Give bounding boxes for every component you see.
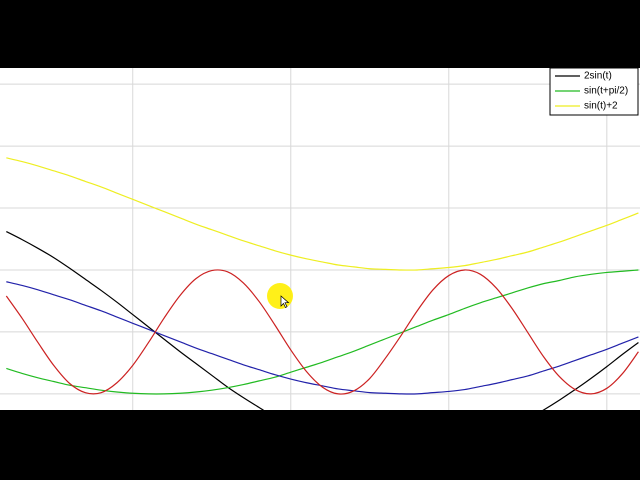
mouse-cursor xyxy=(280,295,290,308)
legend: 2sin(t) sin(t+pi/2) sin(t)+2 xyxy=(549,67,639,116)
series-line xyxy=(5,269,639,395)
series-line xyxy=(6,157,639,271)
cursor-highlight xyxy=(267,283,293,309)
series-line xyxy=(6,269,639,395)
legend-label: sin(t)+2 xyxy=(584,101,618,112)
series-line xyxy=(6,281,639,395)
plot-area xyxy=(0,68,640,410)
lines xyxy=(5,157,639,410)
legend-label: 2sin(t) xyxy=(584,71,612,82)
series-line xyxy=(6,231,639,410)
legend-label: sin(t+pi/2) xyxy=(584,86,628,97)
grid xyxy=(0,68,640,410)
